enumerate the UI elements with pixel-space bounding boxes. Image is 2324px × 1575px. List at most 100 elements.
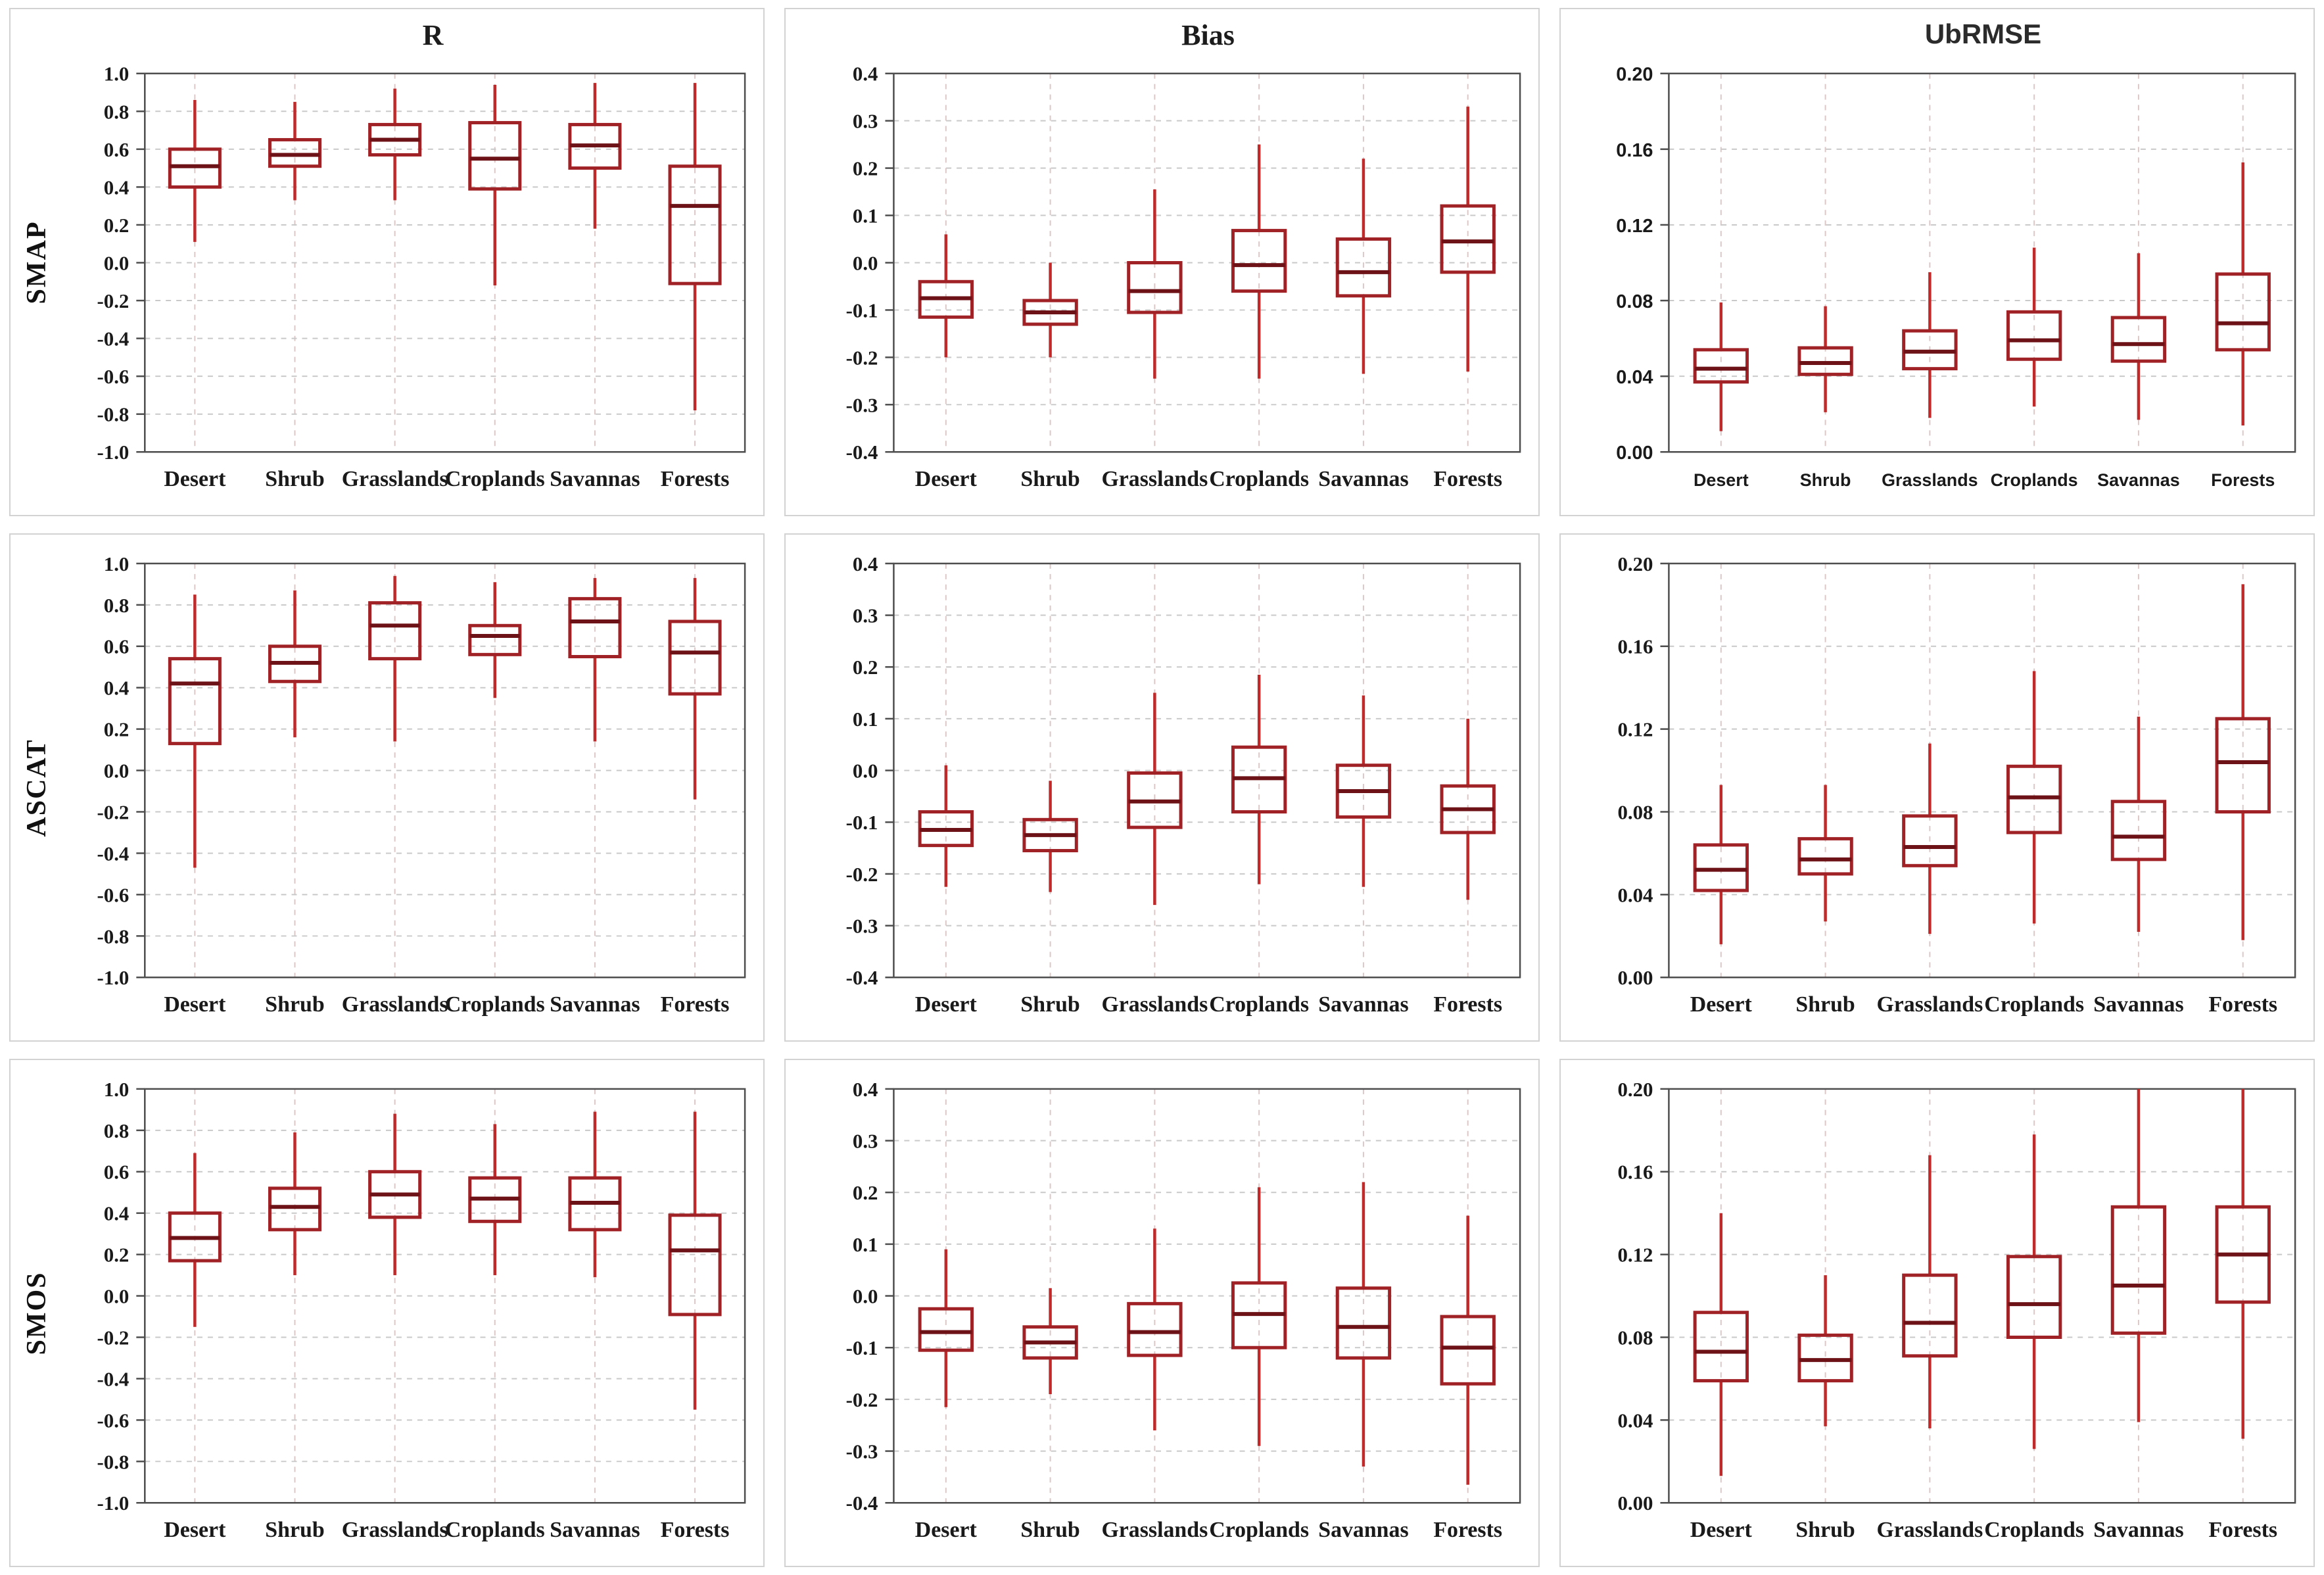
svg-text:0.8: 0.8 [104,1119,130,1142]
svg-text:0.0: 0.0 [853,1285,878,1308]
svg-text:0.16: 0.16 [1616,140,1653,161]
svg-text:Forests: Forests [661,1518,730,1542]
boxplot-canvas-smos-ubrmse: 0.20 0.16 0.12 0.08 0.04 0.00 Desert Shrub Grass… [1617,1078,2296,1542]
svg-text:1.0: 1.0 [104,62,130,85]
row-label-smos: SMOS [22,1271,52,1355]
svg-text:Grasslands: Grasslands [1101,1518,1208,1542]
svg-text:Forests: Forests [1433,1518,1502,1542]
svg-text:Croplands: Croplands [1209,1518,1309,1542]
svg-text:-0.1: -0.1 [846,299,878,322]
svg-text:0.2: 0.2 [853,656,878,679]
boxplot-canvas-smos-r: 1.0 0.8 0.6 0.4 0.2 0.0 -0.2 -0.4 -0.6 -0.8 -1.0 De… [97,1078,746,1542]
svg-text:-0.2: -0.2 [97,1326,129,1349]
svg-text:Grasslands: Grasslands [1882,470,1978,490]
svg-text:Desert: Desert [915,992,978,1017]
svg-text:-0.3: -0.3 [846,915,878,938]
svg-text:Shrub: Shrub [1800,470,1851,490]
svg-text:-0.1: -0.1 [846,1336,878,1359]
row-label-smap: SMAP [22,220,52,304]
svg-text:0.00: 0.00 [1616,443,1653,464]
svg-text:Desert: Desert [915,467,978,491]
svg-text:Croplands: Croplands [445,467,545,491]
svg-text:Desert: Desert [1694,470,1749,490]
svg-text:-0.8: -0.8 [97,1450,129,1473]
svg-text:Shrub: Shrub [265,467,324,491]
svg-text:Shrub: Shrub [265,1518,324,1542]
svg-text:Shrub: Shrub [1795,1518,1855,1542]
svg-text:Forests: Forests [1433,467,1502,491]
svg-text:-1.0: -1.0 [97,441,129,464]
panel-smap-r: R SMAP 1.0 0.8 0.6 0.4 0.2 0.0 -0.2 -0.4 -0.6 -0.… [9,8,765,516]
svg-text:0.2: 0.2 [853,1181,878,1204]
svg-text:Grasslands: Grasslands [1101,467,1208,491]
svg-text:-0.6: -0.6 [97,365,129,388]
svg-text:0.3: 0.3 [853,1130,878,1153]
svg-text:-0.3: -0.3 [846,393,878,416]
svg-text:Savannas: Savannas [2093,992,2183,1017]
svg-text:Grasslands: Grasslands [1876,1518,1983,1542]
boxplot-canvas-ascat-r: 1.0 0.8 0.6 0.4 0.2 0.0 -0.2 -0.4 -0.6 -0.8 -1.0 De… [97,552,746,1017]
svg-text:0.00: 0.00 [1617,1491,1653,1514]
svg-text:0.8: 0.8 [104,100,130,123]
svg-text:Savannas: Savannas [550,467,640,491]
svg-text:Shrub: Shrub [1020,1518,1079,1542]
svg-text:Savannas: Savannas [550,1518,640,1542]
svg-text:0.12: 0.12 [1617,1244,1653,1267]
svg-text:-0.4: -0.4 [846,441,878,464]
svg-text:Shrub: Shrub [1020,467,1079,491]
svg-text:Croplands: Croplands [1991,470,2078,490]
svg-text:0.04: 0.04 [1617,883,1653,906]
svg-text:Savannas: Savannas [1318,1518,1408,1542]
svg-text:0.6: 0.6 [104,635,130,658]
svg-text:Croplands: Croplands [445,1518,545,1542]
svg-text:Forests: Forests [2211,470,2275,490]
svg-text:Desert: Desert [164,467,226,491]
svg-text:0.04: 0.04 [1616,367,1653,388]
svg-text:0.1: 0.1 [853,708,878,731]
panel-ascat-ubrmse: 0.20 0.16 0.12 0.08 0.04 0.00 Desert Shrub Grass… [1559,533,2315,1042]
boxplot-canvas-smap-bias: 0.4 0.3 0.2 0.1 0.0 -0.1 -0.2 -0.3 -0.4 Desert Shr… [846,62,1521,491]
svg-text:0.12: 0.12 [1617,718,1653,741]
svg-text:-0.2: -0.2 [846,346,878,369]
panel-smos-ubrmse: 0.20 0.16 0.12 0.08 0.04 0.00 Desert Shrub Grass… [1559,1059,2315,1567]
svg-text:0.12: 0.12 [1616,216,1653,237]
svg-text:-1.0: -1.0 [97,966,129,989]
svg-text:Croplands: Croplands [1209,992,1309,1017]
svg-text:Desert: Desert [164,992,226,1017]
svg-text:0.0: 0.0 [853,251,878,274]
boxplot-canvas-smos-bias: 0.4 0.3 0.2 0.1 0.0 -0.1 -0.2 -0.3 -0.4 Desert Shr… [846,1078,1521,1542]
svg-text:0.20: 0.20 [1617,1078,1653,1101]
svg-text:Forests: Forests [661,992,730,1017]
svg-text:-0.2: -0.2 [97,289,129,312]
svg-text:0.4: 0.4 [104,677,130,700]
svg-text:Forests: Forests [1433,992,1502,1017]
svg-text:Savannas: Savannas [1318,992,1408,1017]
svg-text:Desert: Desert [1690,992,1753,1017]
svg-text:0.0: 0.0 [104,760,130,783]
svg-text:Desert: Desert [164,1518,226,1542]
svg-text:-0.8: -0.8 [97,403,129,426]
svg-text:0.4: 0.4 [853,552,878,575]
panel-ascat-bias: 0.4 0.3 0.2 0.1 0.0 -0.1 -0.2 -0.3 -0.4 Desert Shr… [784,533,1540,1042]
panel-smap-ubrmse: UbRMSE 0.20 0.16 0.12 0.08 0.04 0.00 Desert Shr… [1559,8,2315,516]
svg-text:-0.6: -0.6 [97,1409,129,1432]
svg-text:-0.4: -0.4 [846,1491,878,1514]
svg-text:Shrub: Shrub [1020,992,1079,1017]
svg-text:Savannas: Savannas [550,992,640,1017]
svg-text:Grasslands: Grasslands [1101,992,1208,1017]
svg-text:0.20: 0.20 [1617,552,1653,575]
svg-text:Forests: Forests [2208,1518,2277,1542]
svg-text:0.4: 0.4 [104,176,130,199]
svg-text:0.2: 0.2 [104,214,130,237]
panel-title-bias: Bias [1181,19,1235,51]
svg-text:0.0: 0.0 [853,760,878,783]
svg-text:0.4: 0.4 [853,62,878,85]
svg-text:0.00: 0.00 [1617,966,1653,989]
svg-text:-0.4: -0.4 [846,966,878,989]
svg-text:0.4: 0.4 [853,1078,878,1101]
svg-text:0.3: 0.3 [853,604,878,627]
boxplot-canvas-ascat-bias: 0.4 0.3 0.2 0.1 0.0 -0.1 -0.2 -0.3 -0.4 Desert Shr… [846,552,1521,1017]
svg-text:0.8: 0.8 [104,594,130,617]
svg-text:-0.2: -0.2 [97,800,129,823]
